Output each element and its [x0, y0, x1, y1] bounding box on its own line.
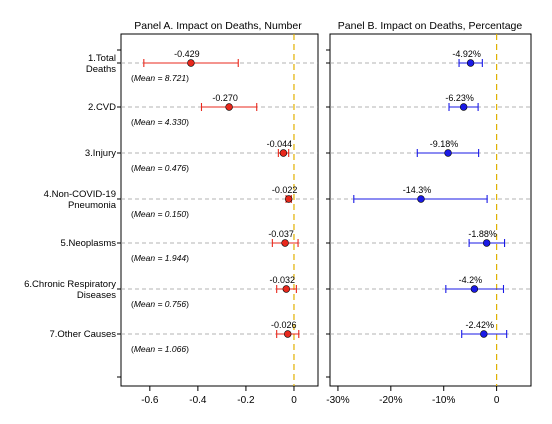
- panel-a-title: Panel A. Impact on Deaths, Number: [134, 20, 302, 32]
- panel-a-x-tick-label: -0.2: [237, 395, 255, 406]
- panel-a-x-tick-label: -0.4: [189, 395, 207, 406]
- panel-a-point: [282, 285, 290, 293]
- panel-b-frame: [329, 33, 532, 387]
- mean-annotation: (Mean = 0.150): [131, 209, 189, 219]
- panel-b-value-label: -2.42%: [466, 320, 495, 330]
- panel-a-x-tick-label: -0.6: [141, 395, 159, 406]
- panel-b-point: [459, 103, 468, 111]
- panel-b-point: [480, 330, 488, 338]
- panel-b-x-tick-label: -30%: [326, 395, 349, 406]
- panel-a-point: [279, 149, 288, 157]
- mean-annotation: (Mean = 8.721): [131, 73, 189, 83]
- panel-a-point: [281, 239, 289, 247]
- panel-a-point: [284, 195, 293, 203]
- panel-b-point: [466, 59, 475, 67]
- category-label: 5.Neoplasms: [61, 238, 117, 249]
- panel-a-value-label: -0.044: [267, 139, 293, 149]
- mean-annotation: (Mean = 0.756): [131, 299, 189, 309]
- panel-b-point: [470, 285, 479, 293]
- panel-b-point: [482, 239, 491, 247]
- mean-annotation: (Mean = 0.476): [131, 163, 189, 173]
- panel-a-point: [284, 330, 292, 338]
- category-label: 3.Injury: [85, 148, 116, 159]
- category-label: 1.Total Deaths: [86, 53, 116, 75]
- panel-b-title: Panel B. Impact on Deaths, Percentage: [338, 20, 523, 32]
- panel-a-point: [187, 59, 195, 67]
- panel-a-value-label: -0.026: [271, 320, 297, 330]
- mean-annotation: (Mean = 4.330): [131, 117, 189, 127]
- panel-a-value-label: -0.022: [272, 185, 298, 195]
- panel-a-x-tick-label: 0: [291, 395, 297, 406]
- panel-b-value-label: -4.92%: [452, 49, 481, 59]
- panel-b-x-tick-label: 0: [494, 395, 500, 406]
- panel-a-value-label: -0.037: [268, 229, 294, 239]
- panel-b-value-label: -1.88%: [468, 229, 497, 239]
- panel-b-point: [444, 149, 452, 157]
- panel-a-value-label: -0.270: [212, 93, 238, 103]
- panel-a-frame: [120, 33, 319, 387]
- panel-b-value-label: -14.3%: [403, 185, 432, 195]
- panel-a-point: [225, 103, 233, 111]
- mean-annotation: (Mean = 1.944): [131, 253, 189, 263]
- category-label: 2.CVD: [88, 102, 116, 113]
- category-label: 7.Other Causes: [49, 329, 116, 340]
- panel-b-value-label: -4.2%: [459, 275, 483, 285]
- category-label: 4.Non-COVID-19 Pneumonia: [44, 189, 117, 211]
- panel-b-x-tick-label: -20%: [379, 395, 402, 406]
- panel-b-value-label: -6.23%: [445, 93, 474, 103]
- panel-a-value-label: -0.429: [174, 49, 200, 59]
- category-label: 6.Chronic Respiratory Diseases: [24, 279, 116, 301]
- mean-annotation: (Mean = 1.066): [131, 344, 189, 354]
- panel-b-x-tick-label: -10%: [432, 395, 455, 406]
- panel-b-value-label: -9.18%: [430, 139, 459, 149]
- panel-b-point: [417, 195, 425, 203]
- panel-a-value-label: -0.032: [270, 275, 296, 285]
